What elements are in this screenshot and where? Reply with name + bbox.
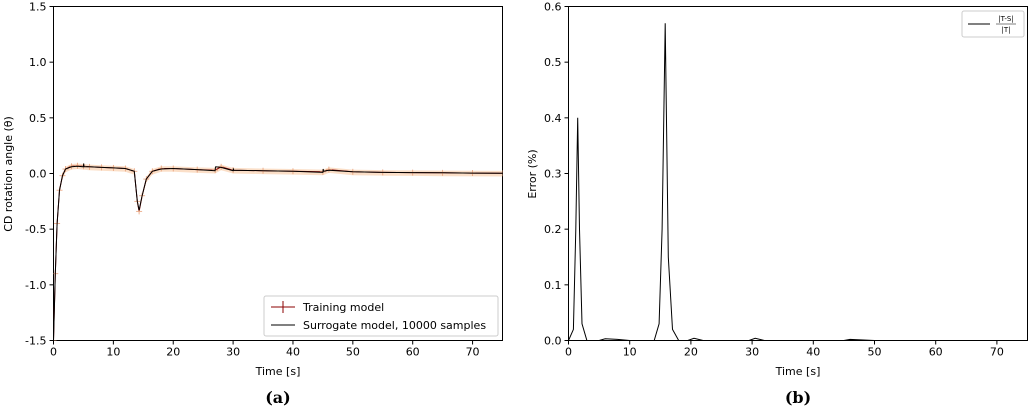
y-tick-label: 0.0 (544, 335, 562, 348)
y-tick-label: 0.0 (29, 168, 47, 181)
y-tick-label: 0.1 (544, 279, 562, 292)
panel-label-b: (b) (785, 388, 811, 407)
y-tick-label: 1.5 (29, 1, 47, 14)
x-tick-label: 20 (166, 346, 180, 359)
legend-label-error-numerator: |T-S| (998, 15, 1013, 23)
series-group-a (53, 162, 503, 341)
panel-label-a: (a) (265, 388, 291, 407)
x-tick-label: 50 (868, 346, 882, 359)
x-tick-label: 10 (623, 346, 637, 359)
x-tick-label: 70 (466, 346, 480, 359)
y-tick-label: -1.5 (25, 335, 46, 348)
legend-a: Training model Surrogate model, 10000 sa… (263, 295, 499, 337)
series-line-a-1 (53, 163, 503, 341)
chart-b: 0 10 20 30 40 50 60 70 0.0 0.1 0.2 0.3 0.4 0.5 0.6 Ti… (526, 1, 1028, 407)
x-ticks-a: 0 10 20 30 40 50 60 70 (50, 340, 480, 359)
legend-b: |T-S| |T| (961, 10, 1025, 38)
x-axis-label-b: Time [s] (775, 365, 821, 378)
chart-a: 0 10 20 30 40 50 60 70 -1.5 -1.0 -0.5 0.0 0.5 1.0 1.5… (2, 1, 503, 407)
y-tick-label: -0.5 (25, 223, 46, 236)
data-point (74, 162, 81, 169)
y-tick-label: 1.0 (29, 56, 47, 69)
legend-box-a (263, 295, 499, 337)
x-tick-label: 0 (565, 346, 572, 359)
y-tick-label: 0.3 (544, 168, 562, 181)
x-tick-label: 10 (106, 346, 120, 359)
y-axis-label-a: CD rotation angle (θ) (2, 116, 15, 232)
x-tick-label: 40 (806, 346, 820, 359)
y-tick-label: 0.5 (544, 56, 562, 69)
y-tick-label: 0.2 (544, 223, 562, 236)
y-ticks-b: 0.0 0.1 0.2 0.3 0.4 0.5 0.6 (544, 1, 569, 348)
x-tick-label: 50 (346, 346, 360, 359)
series-group-b (568, 23, 1028, 341)
x-tick-label: 60 (406, 346, 420, 359)
legend-label-error-denominator: |T| (1002, 26, 1011, 34)
y-axis-label-b: Error (%) (526, 149, 539, 198)
y-tick-label: 0.4 (544, 112, 562, 125)
x-tick-label: 70 (990, 346, 1004, 359)
x-axis-label-a: Time [s] (255, 365, 301, 378)
y-tick-label: 0.5 (29, 112, 47, 125)
plot-area-b (568, 6, 1028, 341)
y-ticks-a: -1.5 -1.0 -0.5 0.0 0.5 1.0 1.5 (25, 1, 54, 348)
series-line-b-0 (568, 23, 1028, 341)
legend-label-training: Training model (302, 301, 384, 314)
x-tick-label: 20 (684, 346, 698, 359)
x-tick-label: 40 (286, 346, 300, 359)
x-tick-label: 30 (226, 346, 240, 359)
legend-box-b (961, 10, 1025, 38)
y-tick-label: -1.0 (25, 279, 46, 292)
x-tick-label: 0 (50, 346, 57, 359)
x-tick-label: 30 (745, 346, 759, 359)
legend-label-surrogate: Surrogate model, 10000 samples (303, 319, 486, 332)
data-point (325, 166, 332, 173)
y-tick-label: 0.6 (544, 1, 562, 14)
x-tick-label: 60 (929, 346, 943, 359)
x-ticks-b: 0 10 20 30 40 50 60 70 (565, 340, 1004, 359)
